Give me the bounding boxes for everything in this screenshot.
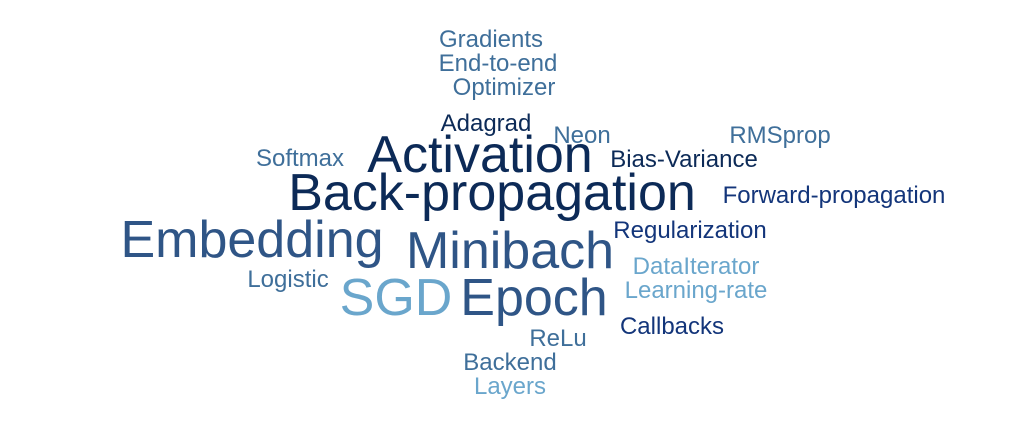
word-forward-propagation: Forward-propagation [722,182,946,209]
word-embedding: Embedding [120,211,384,269]
word-sgd: SGD [339,269,453,327]
word-end-to-end: End-to-end [438,50,558,77]
word-backend: Backend [463,349,557,376]
word-neon: Neon [553,122,611,149]
word-optimizer: Optimizer [452,74,556,101]
word-gradients: Gradients [438,26,544,53]
word-learning-rate: Learning-rate [624,277,768,304]
word-logistic: Logistic [247,266,329,293]
word-regularization: Regularization [613,217,767,244]
word-epoch: Epoch [460,269,608,327]
word-layers: Layers [473,373,547,400]
word-rmsprop: RMSprop [729,122,831,149]
word-relu: ReLu [529,325,587,352]
word-bias-variance: Bias-Variance [610,146,758,173]
word-activation: Activation [367,126,593,184]
word-callbacks: Callbacks [619,313,725,340]
word-dataiterator: DataIterator [632,253,760,280]
word-back-propagation: Back-propagation [288,164,696,222]
word-adagrad: Adagrad [440,110,532,137]
word-minibach: Minibach [405,222,615,280]
word-softmax: Softmax [255,145,345,172]
